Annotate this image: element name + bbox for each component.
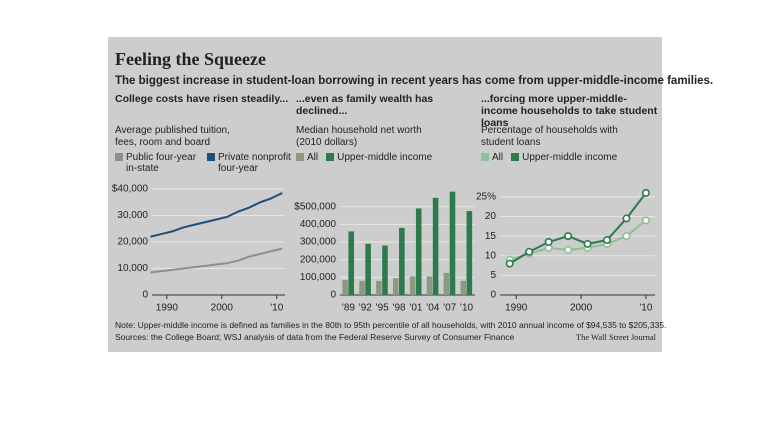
legend-swatch (296, 153, 304, 161)
marker (641, 216, 650, 225)
legend-item: Public four-year in-state (115, 152, 199, 174)
bar (348, 231, 355, 295)
x-tick-label: '10 (270, 303, 283, 314)
legend-label: Upper-middle income (337, 152, 433, 163)
y-tick-label: 15 (485, 231, 497, 242)
bar (432, 197, 439, 295)
chart-description: Median household net worth (2010 dollars… (296, 125, 422, 148)
x-tick-label: 2000 (570, 303, 593, 314)
x-tick-label: '04 (426, 303, 439, 314)
y-tick-label: $500,000 (294, 201, 336, 212)
bar (460, 280, 467, 295)
y-tick-label: 5 (490, 270, 496, 281)
credit: The Wall Street Journal (575, 332, 656, 342)
y-tick-label: 10 (485, 250, 497, 261)
title: Feeling the Squeeze (115, 49, 266, 69)
y-tick-label: 25% (476, 191, 496, 202)
y-tick-label: $40,000 (112, 184, 149, 195)
subtitle: The biggest increase in student-loan bor… (115, 75, 714, 87)
x-tick-label: '98 (393, 303, 406, 314)
marker (544, 238, 553, 247)
bar (399, 227, 405, 295)
y-tick-label: 20 (485, 211, 497, 222)
legend-label: Public four-year in-state (126, 152, 197, 174)
y-tick-label: 0 (142, 290, 148, 301)
y-tick-label: 200,000 (300, 254, 337, 265)
legend-swatch (481, 153, 489, 161)
legend: Public four-year in-state Private nonprof… (115, 152, 291, 174)
chart-header: ...forcing more upper-middle-income hous… (481, 93, 658, 129)
x-tick-label: '01 (409, 303, 422, 314)
marker (622, 214, 631, 223)
bar (365, 243, 371, 295)
x-tick-label: 1990 (505, 303, 528, 314)
bar (415, 208, 422, 295)
chart-description: Percentage of households with student lo… (481, 125, 618, 148)
y-tick-label: 30,000 (117, 210, 148, 221)
legend-label: All (307, 152, 319, 163)
legend-item: All (296, 152, 318, 163)
y-tick-label: 20,000 (117, 237, 148, 248)
marker (603, 236, 612, 245)
legend-swatch (115, 153, 123, 161)
marker (564, 245, 573, 254)
bar (376, 280, 382, 295)
x-tick-label: '89 (342, 303, 355, 314)
bar (409, 276, 416, 295)
marker (564, 232, 573, 241)
sources: Sources: the College Board; WSJ analysis… (115, 332, 515, 342)
bar (382, 245, 388, 295)
line (150, 192, 283, 238)
legend: All Upper-middle income (296, 152, 432, 163)
y-tick-label: 0 (490, 290, 496, 301)
graphic: 0 10,000 20,000 30,000 $40,000 1990 2000 '10 0 10… (108, 37, 713, 352)
legend-item: Upper-middle income (511, 152, 617, 163)
chart-description: Average published tuition, fees, room an… (115, 125, 230, 148)
y-tick-label: 0 (330, 290, 336, 301)
bar (392, 278, 399, 295)
chart-header: ...even as family wealth has declined... (296, 93, 434, 117)
x-tick-label: 2000 (211, 303, 234, 314)
bar (359, 280, 365, 295)
bar (443, 272, 450, 295)
bar (426, 276, 433, 295)
marker (583, 239, 592, 248)
line (150, 247, 283, 274)
legend-label: All (492, 152, 504, 163)
legend-swatch (207, 153, 215, 161)
x-tick-label: 1990 (156, 303, 179, 314)
legend-item: Upper-middle income (326, 152, 432, 163)
marker (641, 188, 650, 197)
legend-label: Upper-middle income (522, 152, 618, 163)
legend-item: All (481, 152, 503, 163)
y-tick-label: 400,000 (300, 219, 337, 230)
y-tick-label: 100,000 (300, 272, 337, 283)
y-tick-label: 300,000 (300, 237, 337, 248)
charts: 0 10,000 20,000 30,000 $40,000 1990 2000 '10 0 10… (112, 184, 655, 314)
x-tick-label: '10 (639, 303, 652, 314)
legend-label: Private nonprofit four-year (218, 152, 291, 174)
legend-swatch (511, 153, 520, 161)
x-tick-label: '10 (460, 303, 473, 314)
bar (342, 279, 348, 295)
x-tick-label: '07 (443, 303, 456, 314)
chart-header: College costs have risen steadily... (115, 93, 289, 105)
legend-swatch (326, 153, 335, 161)
x-tick-label: '92 (359, 303, 372, 314)
marker (622, 232, 631, 241)
legend: All Upper-middle income (481, 152, 617, 163)
legend-item: Private nonprofit four-year (207, 152, 291, 174)
x-tick-label: '95 (376, 303, 389, 314)
y-tick-label: 10,000 (117, 263, 148, 274)
marker (525, 247, 534, 256)
marker (505, 259, 514, 268)
bar (466, 211, 473, 295)
note: Note: Upper-middle income is defined as … (115, 320, 667, 330)
bar (449, 191, 456, 295)
